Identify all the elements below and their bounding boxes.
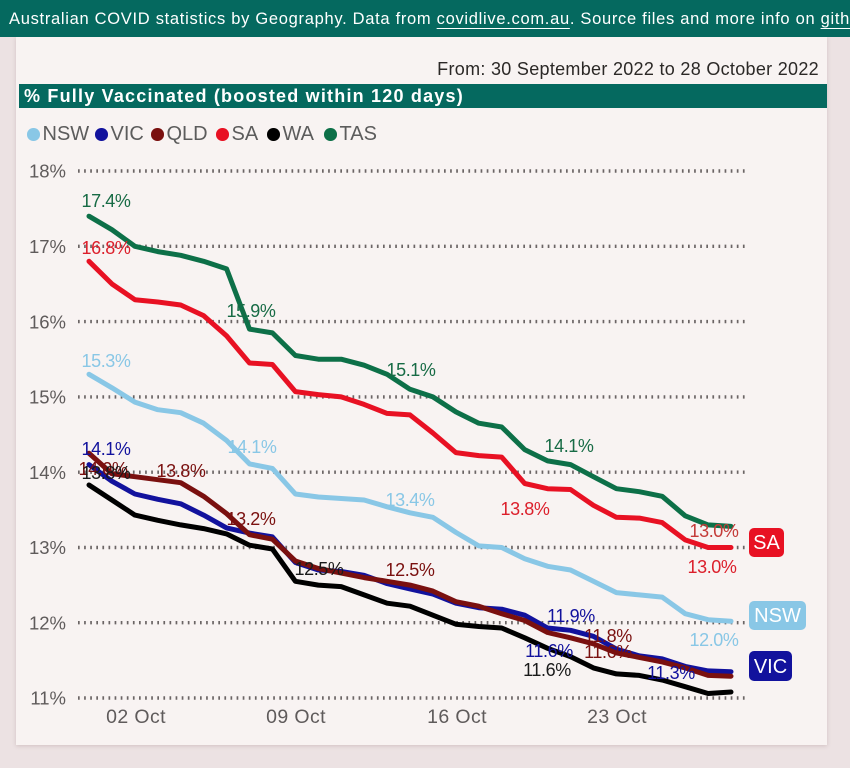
svg-text:23 Oct: 23 Oct bbox=[587, 706, 647, 728]
svg-text:11.9%: 11.9% bbox=[547, 606, 595, 626]
svg-text:15.1%: 15.1% bbox=[386, 360, 435, 380]
svg-text:16%: 16% bbox=[29, 311, 66, 332]
svg-text:02 Oct: 02 Oct bbox=[106, 706, 166, 728]
svg-text:14.1%: 14.1% bbox=[227, 437, 276, 457]
svg-text:SA: SA bbox=[753, 532, 780, 554]
svg-text:12.5%: 12.5% bbox=[385, 560, 434, 580]
svg-text:11.3%: 11.3% bbox=[647, 663, 695, 683]
svg-text:17%: 17% bbox=[29, 236, 66, 257]
svg-text:13.0%: 13.0% bbox=[687, 557, 736, 577]
svg-text:13.4%: 13.4% bbox=[385, 490, 434, 510]
svg-text:14%: 14% bbox=[29, 462, 66, 483]
svg-text:14.0%: 14.0% bbox=[78, 459, 127, 479]
svg-text:NSW: NSW bbox=[754, 605, 801, 627]
svg-text:11.6%: 11.6% bbox=[525, 641, 573, 661]
svg-text:11.6%: 11.6% bbox=[523, 660, 571, 680]
svg-text:16 Oct: 16 Oct bbox=[427, 706, 487, 728]
svg-text:13.8%: 13.8% bbox=[156, 461, 205, 481]
svg-text:18%: 18% bbox=[29, 161, 66, 182]
svg-text:14.1%: 14.1% bbox=[81, 439, 130, 459]
svg-text:15%: 15% bbox=[29, 387, 66, 408]
svg-text:16.8%: 16.8% bbox=[81, 238, 130, 258]
svg-text:13.0%: 13.0% bbox=[689, 521, 738, 541]
svg-text:11.6%: 11.6% bbox=[584, 642, 632, 662]
svg-text:12.5%: 12.5% bbox=[294, 559, 343, 579]
svg-text:11%: 11% bbox=[30, 688, 66, 709]
svg-text:11.8%: 11.8% bbox=[584, 626, 632, 646]
svg-text:13.8%: 13.8% bbox=[500, 499, 549, 519]
svg-text:12.0%: 12.0% bbox=[689, 630, 738, 650]
svg-text:13.8%: 13.8% bbox=[81, 463, 130, 483]
svg-text:15.9%: 15.9% bbox=[226, 301, 275, 321]
svg-text:13.2%: 13.2% bbox=[226, 509, 275, 529]
svg-text:VIC: VIC bbox=[754, 656, 787, 678]
svg-text:12%: 12% bbox=[29, 613, 66, 634]
svg-text:17.4%: 17.4% bbox=[81, 191, 130, 211]
svg-text:09 Oct: 09 Oct bbox=[266, 706, 326, 728]
svg-text:14.1%: 14.1% bbox=[544, 436, 593, 456]
svg-text:15.3%: 15.3% bbox=[81, 351, 130, 371]
svg-text:13%: 13% bbox=[29, 537, 66, 558]
